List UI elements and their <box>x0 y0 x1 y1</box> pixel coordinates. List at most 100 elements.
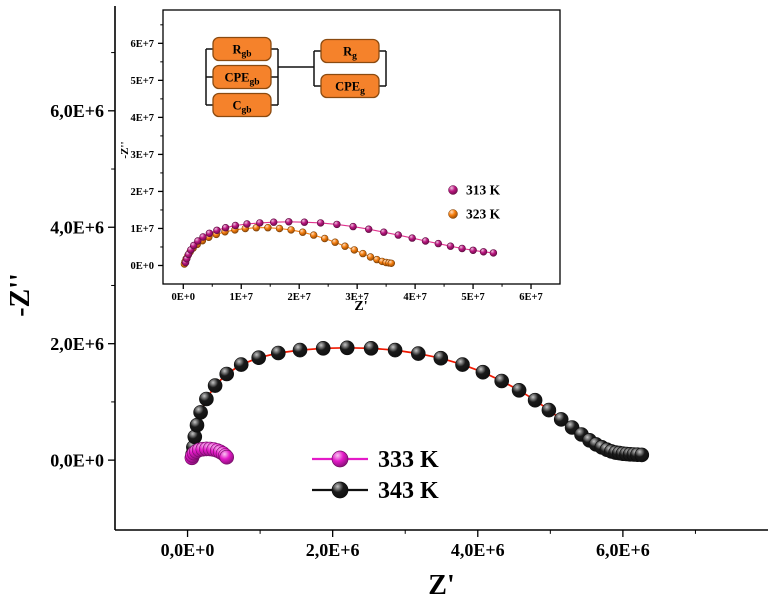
data-point-marker <box>251 350 267 366</box>
circuit-label-sub: gb <box>241 50 251 60</box>
legend-item-343-K: 343 K <box>312 478 439 504</box>
data-point-marker <box>321 234 329 243</box>
data-point-marker <box>221 224 230 232</box>
data-point-marker <box>479 248 488 256</box>
legend-marker <box>331 481 349 499</box>
circuit-box-label: Rg <box>343 45 357 62</box>
circuit-label-sub: gb <box>249 78 259 88</box>
data-point-marker <box>243 220 251 228</box>
circuit-box-label: Rgb <box>232 43 251 60</box>
series-343-K <box>185 340 650 463</box>
data-point-marker <box>199 391 214 407</box>
circuit-box-rect <box>212 92 272 118</box>
data-point-marker <box>446 242 455 250</box>
circuit-element-Rgb: Rgb <box>212 36 272 62</box>
y-tick-label: 6,0E+6 <box>50 101 104 121</box>
data-point-marker <box>469 246 477 255</box>
data-point-marker <box>292 342 308 358</box>
circuit-label-sub: g <box>360 87 365 97</box>
y-tick-label: 0,0E+0 <box>50 450 104 470</box>
inset-legend: 313 K 323 K <box>448 183 501 222</box>
data-point-marker <box>199 233 207 241</box>
data-point-marker <box>350 246 358 254</box>
x-tick-label: 3E+7 <box>345 292 369 303</box>
main-x-axis-label: Z' <box>428 570 455 601</box>
x-tick-label: 0,0E+0 <box>161 540 215 560</box>
data-point-marker <box>333 220 341 229</box>
data-point-marker <box>434 239 442 248</box>
data-point-marker <box>299 228 307 236</box>
circuit-box-rect <box>320 73 380 99</box>
circuit-box-rect <box>320 38 380 64</box>
data-point-marker <box>275 224 284 233</box>
circuit-box-label: CPEg <box>335 80 365 97</box>
data-point-marker <box>363 340 379 356</box>
main-ticks: 0,0E+0 2,0E+6 4,0E+6 6,0E+6 0,0E+0 2,0E+6 4,0E… <box>50 52 696 560</box>
data-point-marker <box>359 249 367 258</box>
data-point-marker <box>387 259 395 267</box>
circuit-label-main: CPE <box>335 80 360 94</box>
data-point-marker <box>410 346 426 361</box>
circuit-label-main: C <box>232 99 241 113</box>
legend-label: 333 K <box>378 447 439 473</box>
legend-label: 323 K <box>466 207 501 222</box>
y-tick-label: 2,0E+6 <box>50 334 104 354</box>
circuit-element-CPEg: CPEg <box>320 73 380 99</box>
x-tick-label: 6,0E+6 <box>596 540 650 560</box>
y-tick-label: 0E+0 <box>131 261 155 272</box>
data-point-marker <box>219 449 234 465</box>
y-tick-label: 3E+7 <box>131 150 155 161</box>
legend-label: 313 K <box>466 183 501 198</box>
legend-item-323-K: 323 K <box>448 207 501 222</box>
x-tick-label: 2,0E+6 <box>306 540 360 560</box>
data-point-marker <box>194 237 202 245</box>
circuit-element-Cgb: Cgb <box>212 92 272 118</box>
circuit-label-sub: g <box>352 52 357 62</box>
data-point-marker <box>310 231 318 239</box>
data-point-marker <box>270 345 286 361</box>
legend-item-313-K: 313 K <box>448 183 501 198</box>
circuit-element-Rg: Rg <box>320 38 380 64</box>
x-tick-label: 4,0E+6 <box>451 540 505 560</box>
data-point-marker <box>494 373 510 389</box>
data-point-marker <box>256 219 264 227</box>
data-point-marker <box>553 412 569 427</box>
data-point-marker <box>270 218 278 226</box>
data-point-marker <box>287 226 295 234</box>
data-point-marker <box>541 402 557 418</box>
data-point-marker <box>421 237 430 245</box>
x-tick-label: 2E+7 <box>287 292 311 303</box>
circuit-box-label: CPEgb <box>224 71 259 88</box>
x-tick-label: 4E+7 <box>403 292 427 303</box>
data-point-marker <box>207 378 223 393</box>
data-point-marker <box>219 366 234 382</box>
data-point-marker <box>433 350 449 366</box>
x-tick-label: 5E+7 <box>461 292 485 303</box>
data-point-marker <box>349 222 357 231</box>
circuit-label-main: R <box>232 43 242 57</box>
main-legend: 333 K 343 K <box>312 447 439 504</box>
circuit-box-rect <box>212 36 272 62</box>
y-tick-label: 4,0E+6 <box>50 218 104 238</box>
data-point-marker <box>455 357 470 372</box>
circuit-box-label: Cgb <box>232 99 251 116</box>
legend-marker <box>448 209 458 219</box>
circuit-label-main: CPE <box>224 71 249 85</box>
data-point-marker <box>233 357 249 372</box>
data-point-marker <box>365 225 373 233</box>
data-point-marker <box>339 340 355 356</box>
data-point-marker <box>315 340 331 356</box>
circuit-label-main: R <box>343 45 353 59</box>
y-tick-label: 5E+7 <box>131 76 155 87</box>
inset-x-axis-label: Z' <box>354 299 367 314</box>
x-tick-label: 0E+0 <box>172 292 196 303</box>
data-point-marker <box>189 417 205 433</box>
legend-label: 343 K <box>378 478 439 504</box>
main-plot: 0,0E+0 2,0E+6 4,0E+6 6,0E+6 0,0E+0 2,0E+6 4,0E… <box>50 6 768 560</box>
series-313-K <box>181 218 498 267</box>
data-point-marker <box>193 405 208 420</box>
legend-marker <box>331 450 349 468</box>
data-point-marker <box>387 342 403 358</box>
